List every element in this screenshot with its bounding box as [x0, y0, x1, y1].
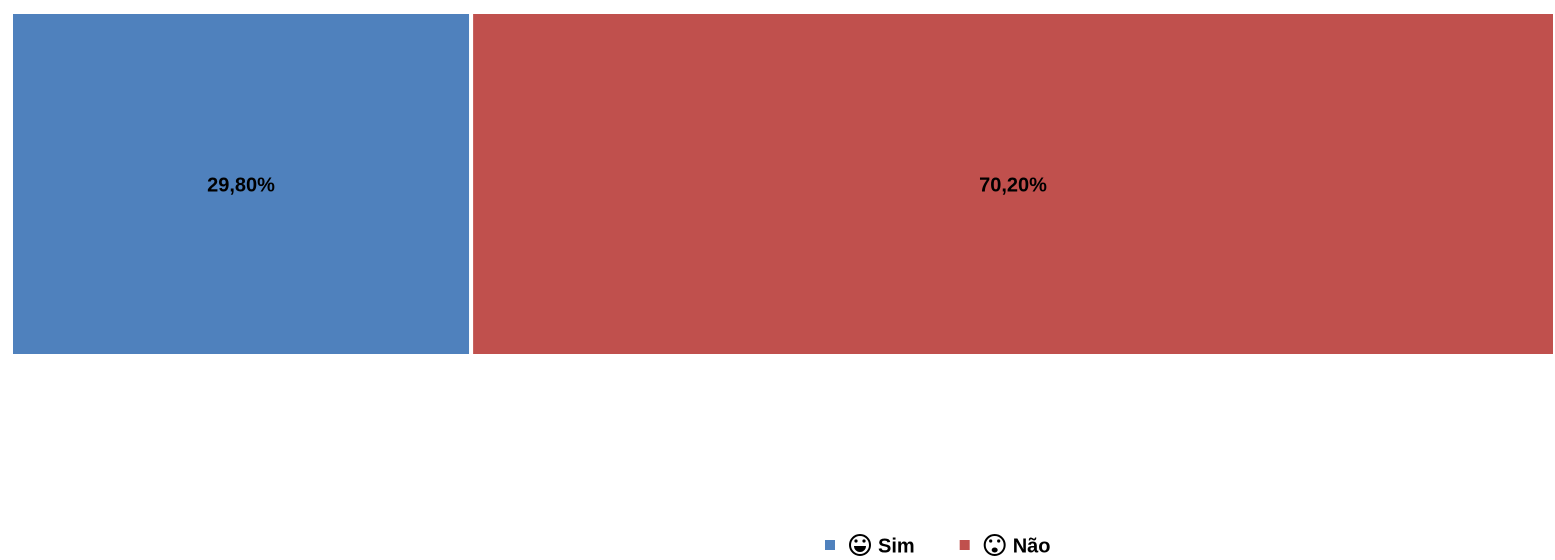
legend-entry: Sim [825, 534, 915, 557]
icon-eye [989, 539, 993, 543]
icon-eye [854, 539, 858, 543]
legend-label: Sim [878, 535, 915, 557]
data-label: 70,20% [979, 174, 1047, 196]
icon-mouth [854, 546, 866, 552]
icon-mouth [991, 547, 998, 553]
bar-segment [469, 10, 1555, 358]
legend-icon [849, 534, 871, 556]
bar-segment [9, 10, 474, 358]
legend-swatch [825, 540, 835, 550]
legend-label: Não [1013, 535, 1051, 557]
legend-entry: Não [959, 534, 1051, 557]
data-label: 29,80% [207, 174, 275, 196]
icon-eye [862, 539, 866, 543]
icon-eye [997, 539, 1001, 543]
legend-icon [983, 534, 1006, 556]
legend-swatch [959, 540, 970, 550]
